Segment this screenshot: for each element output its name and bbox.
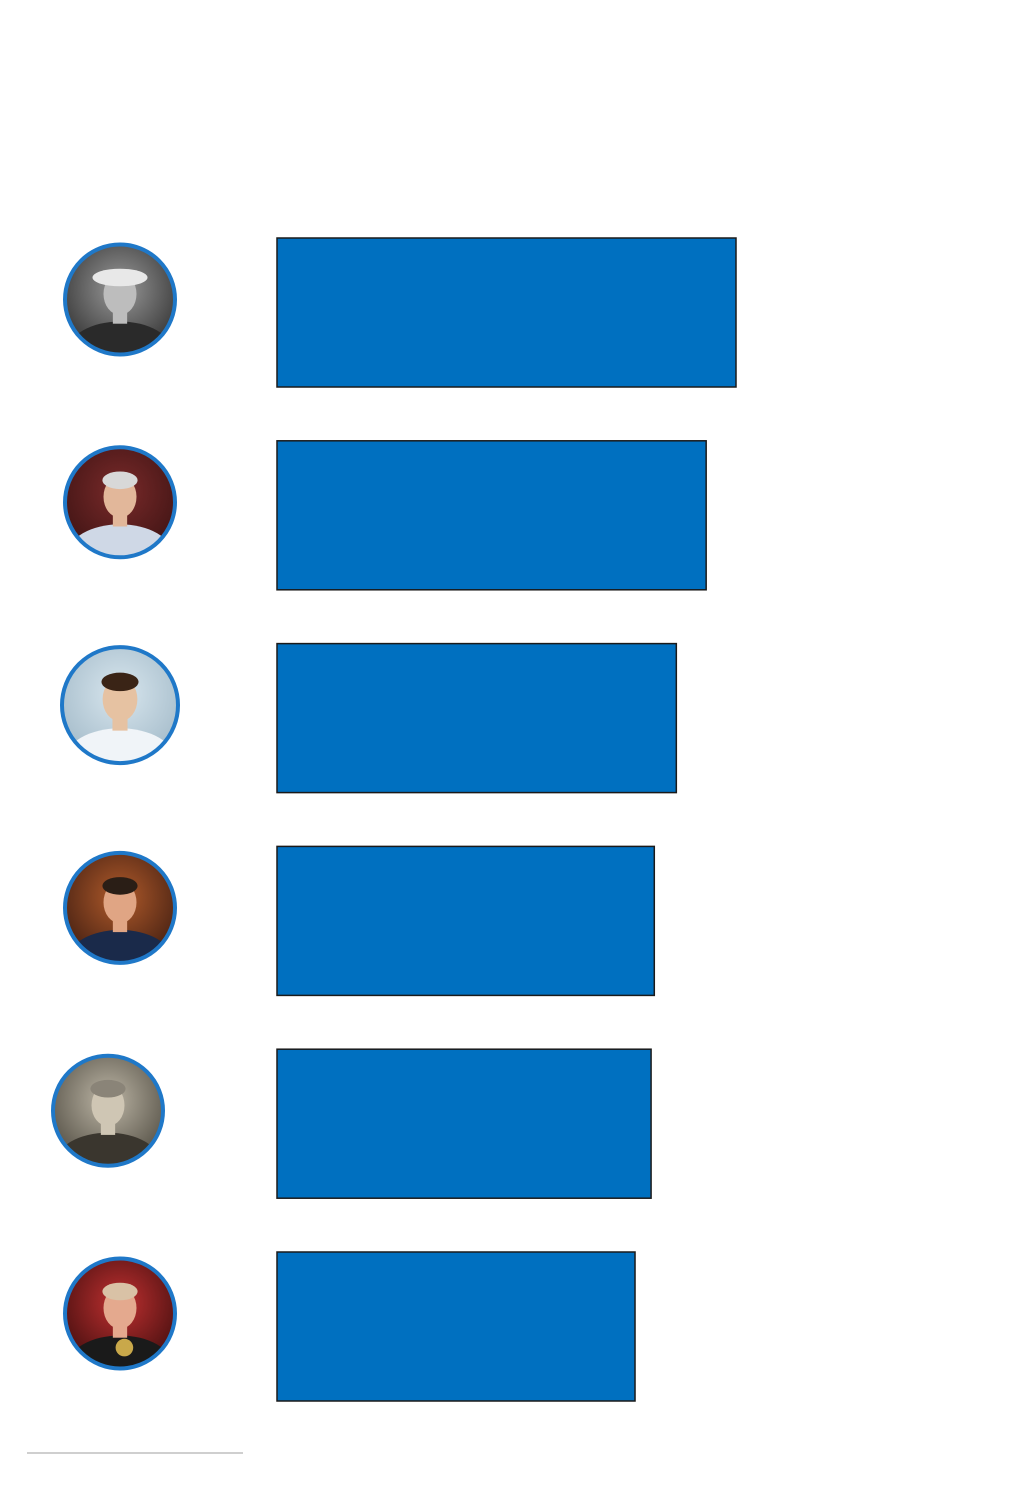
bar-3 [276,642,678,794]
portrait-bald-rosette-icon [63,1256,177,1371]
footer-rule [27,1452,243,1454]
portrait-grey-hair-tracksuit-icon [63,445,177,560]
bar-2 [276,440,707,591]
bar-1 [276,237,737,388]
portrait-balding-archival-icon [51,1053,165,1168]
bar-5 [276,1048,652,1199]
portrait-flat-cap-archival-icon [63,242,177,357]
bar-6 [276,1251,636,1402]
portrait-dark-hair-navy-jacket-icon [63,850,177,965]
portrait-curly-hair-retro-kit-icon [60,645,180,766]
bar-4 [276,845,656,997]
